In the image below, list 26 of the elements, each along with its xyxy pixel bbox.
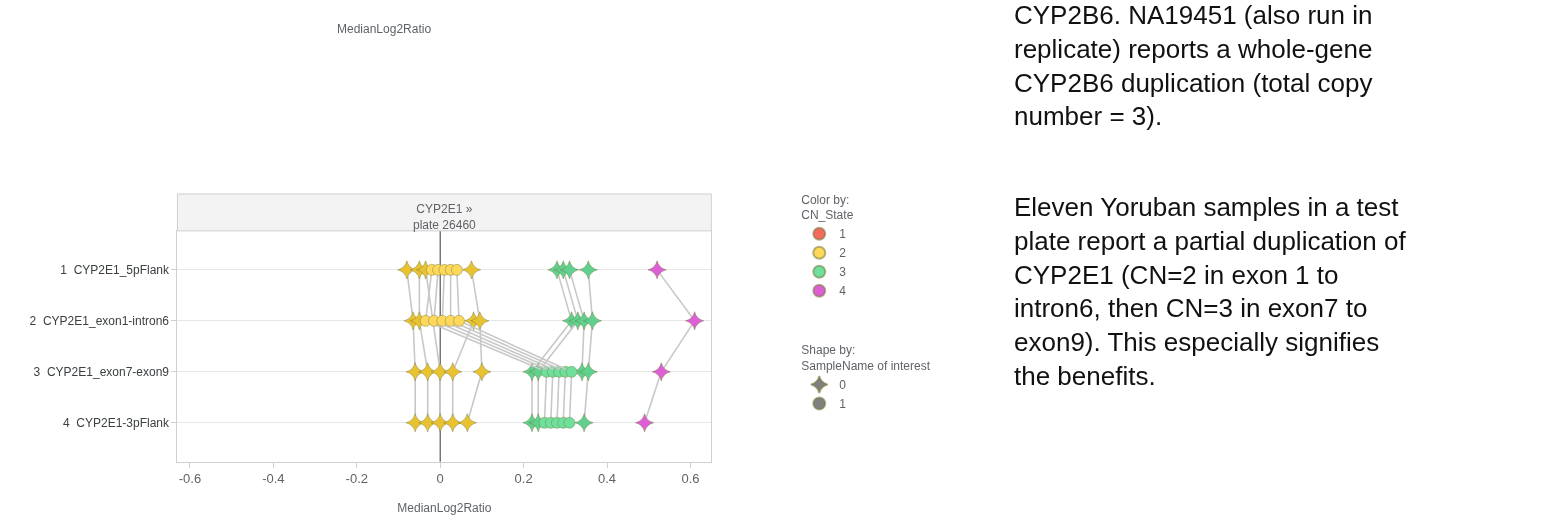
y-tick-label: 1 CYP2E1_5pFlank: [60, 263, 171, 278]
y-tick-label: 4 CYP2E1-3pFlank: [62, 415, 171, 430]
text: SampleName of interest: [801, 359, 931, 373]
legend-label: 4: [839, 284, 847, 299]
text: Eleven Yoruban samples in a test plate report a partial duplication of CYP2E1 (CN=2 in exon 1 to intron6, then CN=3 in exon7 to exon9). This especially signifies the benefits.: [1014, 192, 1407, 391]
x-tick-label: 0.6: [681, 471, 700, 487]
x-axis-title: MedianLog2Ratio: [397, 501, 492, 516]
x-tick-label: 0.4: [598, 471, 617, 487]
legend-label: 0: [839, 378, 847, 393]
y-tick-label: 2 CYP2E1_exon1-intron6: [29, 314, 170, 329]
text: MedianLog2Ratio: [337, 22, 432, 36]
legend-label: 2: [839, 246, 847, 261]
legend-label: 3: [839, 265, 847, 280]
x-tick-label: 0: [436, 471, 444, 487]
x-tick-label: -0.6: [178, 471, 202, 487]
legend-label: 1: [839, 397, 847, 412]
text: CYP2B6. NA19451 (also run in replicate) reports a whole-gene CYP2B6 duplication (total copy number = 3).: [1014, 0, 1373, 132]
x-tick-label: -0.2: [345, 471, 368, 487]
text: CN_State: [801, 208, 854, 223]
x-tick-label: -0.4: [262, 471, 285, 487]
legend-title: Color by:: [801, 192, 850, 207]
y-tick-label: 3 CYP2E1_exon7-exon9: [33, 365, 170, 379]
text: Shape by:: [801, 343, 856, 358]
legend-label: 1: [839, 227, 847, 242]
x-tick-label: 0.2: [514, 471, 533, 487]
chart-title: CYP2E1 » plate 26460: [413, 202, 477, 232]
